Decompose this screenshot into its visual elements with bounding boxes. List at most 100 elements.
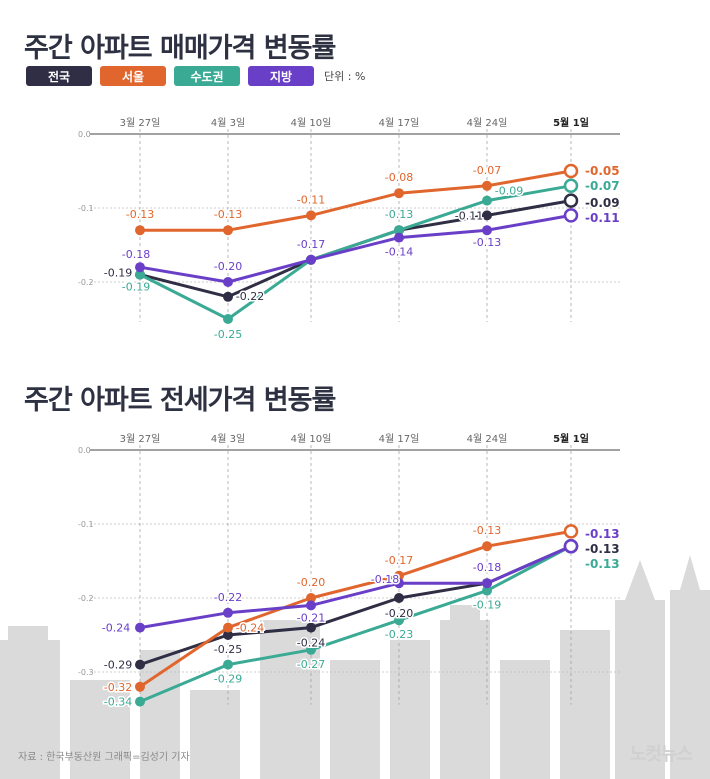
data-point-capital-area [135,269,145,280]
data-point-capital-area [394,225,404,236]
data-point-seoul [135,225,145,236]
data-label-regional: -0.13 [473,236,501,249]
publisher-logo: 노컷뉴스 [629,744,693,765]
data-point-regional [394,578,404,589]
y-tick-label: -0.3 [78,668,94,677]
data-label-capital-area: -0.19 [122,281,150,294]
data-point-regional [563,208,579,223]
data-point-capital-area [563,178,579,194]
data-point-national [223,291,233,302]
x-tick-label: 4월 3일 [211,433,245,445]
data-point-seoul [223,225,233,236]
data-point-seoul [482,180,492,191]
data-point-seoul [306,593,316,603]
data-label-seoul: -0.32 [104,681,132,694]
series-line-seoul [140,169,572,232]
data-label-national: -0.13 [585,542,620,556]
data-point-regional [394,232,404,243]
data-point-regional [135,262,145,273]
series-line-regional [139,213,572,284]
data-point-capital-area [306,644,316,655]
legend-item-national: 전국 [26,66,92,86]
y-tick-label: -0.1 [78,204,94,213]
data-point-national [306,622,316,633]
data-label-seoul: -0.17 [385,554,413,567]
x-tick-label: 4월 10일 [291,117,332,129]
data-label-capital-area: -0.13 [385,208,413,221]
data-point-seoul [394,188,404,199]
data-point-regional [135,622,145,633]
data-label-capital-area: -0.13 [585,557,620,571]
y-tick-label: -0.2 [78,278,94,287]
data-label-regional: -0.14 [385,246,413,259]
series-line-regional [139,544,572,630]
data-point-capital-area [135,696,145,707]
data-label-regional: -0.22 [214,591,242,604]
data-point-national [482,210,492,221]
legend-item-capital-area: 수도권 [174,66,240,86]
data-label-seoul: -0.20 [297,576,325,589]
data-label-regional: -0.21 [297,611,325,624]
data-label-capital-area: -0.34 [104,696,132,709]
data-label-seoul: -0.07 [473,164,501,177]
y-tick-label: 0.0 [78,446,91,455]
x-tick-label: 3월 27일 [120,117,161,129]
data-label-regional: -0.17 [297,238,325,251]
data-point-capital-area [482,585,492,596]
x-tick-label: 4월 3일 [211,117,245,129]
y-tick-label: -0.2 [78,594,94,603]
unit-label: 단위 : % [324,70,366,83]
data-label-capital-area: -0.23 [385,628,413,641]
data-label-seoul: -0.11 [585,527,620,541]
data-point-capital-area [223,314,233,324]
data-point-regional [306,600,316,611]
x-tick-label: 5월 1일 [553,432,589,445]
series-line-capital-area [139,544,572,703]
data-label-regional: -0.18 [371,573,399,586]
data-point-national [135,659,145,670]
legend: 전국 서울 수도권 지방 단위 : % [26,65,365,87]
data-point-capital-area [223,659,233,670]
data-label-national: -0.09 [585,196,620,210]
series-line-national [139,544,572,667]
data-label-national: -0.22 [236,290,264,303]
data-point-national [563,193,579,208]
data-point-regional [223,277,233,287]
x-tick-label: 4월 24일 [467,117,508,129]
data-point-national [223,630,233,640]
legend-item-seoul: 서울 [100,66,166,86]
legend-item-regional: 지방 [248,66,314,86]
x-tick-label: 3월 27일 [120,433,161,445]
data-point-seoul [306,210,316,221]
sale-price-chart: 0.0 -0.1 -0.2 3월 27일 4월 3일 4월 10일 4월 17일 4월 24일… [78,116,621,343]
data-label-regional: -0.11 [585,211,620,225]
x-tick-label: 4월 17일 [379,433,420,445]
series-line-seoul [139,529,572,689]
data-point-regional [306,254,316,265]
data-label-capital-area: -0.25 [214,328,242,341]
data-point-regional [482,225,492,236]
data-label-regional: -0.18 [473,561,501,574]
x-tick-label: 4월 24일 [467,433,508,445]
data-label-seoul: -0.08 [385,171,413,184]
source-credit: 자료 : 한국부동산원 그래픽=김성기 기자 [18,752,190,763]
y-tick-label: 0.0 [78,130,91,139]
data-label-regional: -0.18 [122,248,150,261]
sale-chart-title: 주간 아파트 매매가격 변동률 [24,33,336,64]
data-point-capital-area [394,615,404,626]
data-label-regional: -0.13 [585,527,620,541]
data-point-national [394,593,404,603]
data-label-national: -0.19 [104,267,132,280]
y-tick-label: -0.1 [78,520,94,529]
x-tick-label: 4월 17일 [379,117,420,129]
data-label-national: -0.24 [297,637,325,650]
data-label-capital-area: -0.09 [495,185,523,198]
data-point-seoul [135,681,145,692]
data-label-capital-area: -0.29 [214,673,242,686]
data-label-seoul: -0.13 [214,208,242,221]
data-label-seoul: -0.24 [236,622,264,635]
data-point-regional [223,607,233,618]
jeonse-chart-title: 주간 아파트 전세가격 변동률 [24,385,336,416]
